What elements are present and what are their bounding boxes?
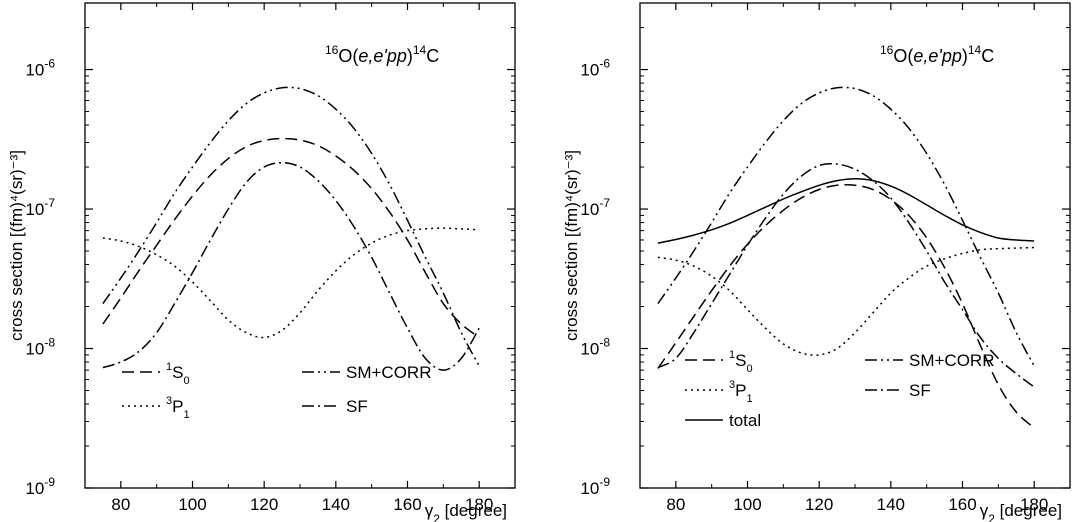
legend-label: 3P1 (729, 379, 753, 405)
series-line-total (657, 177, 1035, 244)
x-tick-label: 80 (666, 495, 685, 514)
x-tick-label: 160 (393, 495, 421, 514)
x-tick-label: 120 (250, 495, 278, 514)
y-axis-label: cross section [(fm)⁴(sr)⁻³] (7, 150, 26, 341)
x-tick-label: 180 (1020, 495, 1048, 514)
series-line-1s0 (657, 184, 1035, 429)
x-axis-label: γ2 [degree] (980, 501, 1062, 522)
y-tick-label: 10-6 (25, 57, 55, 80)
x-tick-label: 160 (948, 495, 976, 514)
series-line-3p1 (657, 246, 1035, 356)
chart-panel-1: 80 100 120 140 160 180 10-9 10-8 10-7 10-6 cross s… (7, 2, 516, 522)
series-line-sm-corr (657, 86, 1035, 367)
series-line-3p1 (102, 227, 480, 339)
series-line-sm-corr (102, 86, 480, 367)
y-tick-label: 10-8 (580, 336, 610, 359)
legend-label: total (729, 411, 761, 430)
x-tick-label: 140 (877, 495, 905, 514)
x-axis-label: γ2 [degree] (425, 501, 507, 522)
legend-label: SF (909, 381, 931, 400)
y-tick-label: 10-9 (580, 475, 610, 498)
plot-frame (84, 2, 516, 489)
legend-label: SF (346, 397, 368, 416)
legend-label: 1S0 (729, 349, 753, 375)
x-tick-label: 180 (465, 495, 493, 514)
x-tick-label: 140 (322, 495, 350, 514)
series-line-sf (657, 163, 1035, 388)
y-tick-label: 10-9 (25, 475, 55, 498)
chart-panel-2: 80 100 120 140 160 180 10-9 10-8 10-7 10-6 cross s… (562, 2, 1071, 522)
x-tick-label: 120 (805, 495, 833, 514)
x-tick-label: 80 (111, 495, 130, 514)
y-tick-label: 10-7 (25, 196, 55, 219)
y-axis-label: cross section [(fm)⁴(sr)⁻³] (562, 150, 581, 341)
legend-label: SM+CORR (909, 351, 994, 370)
y-tick-label: 10-7 (580, 196, 610, 219)
x-tick-label: 100 (733, 495, 761, 514)
series-line-1s0 (102, 137, 480, 339)
plot-frame (639, 2, 1071, 489)
legend-label: 1S0 (166, 361, 190, 387)
x-tick-label: 100 (178, 495, 206, 514)
reaction-label: 16O(e,e'pp)14C (325, 43, 439, 66)
y-tick-label: 10-6 (580, 57, 610, 80)
reaction-label: 16O(e,e'pp)14C (880, 43, 994, 66)
y-tick-label: 10-8 (25, 336, 55, 359)
legend-label: 3P1 (166, 395, 190, 421)
series-line-sf (102, 161, 480, 371)
legend-label: SM+CORR (346, 363, 431, 382)
